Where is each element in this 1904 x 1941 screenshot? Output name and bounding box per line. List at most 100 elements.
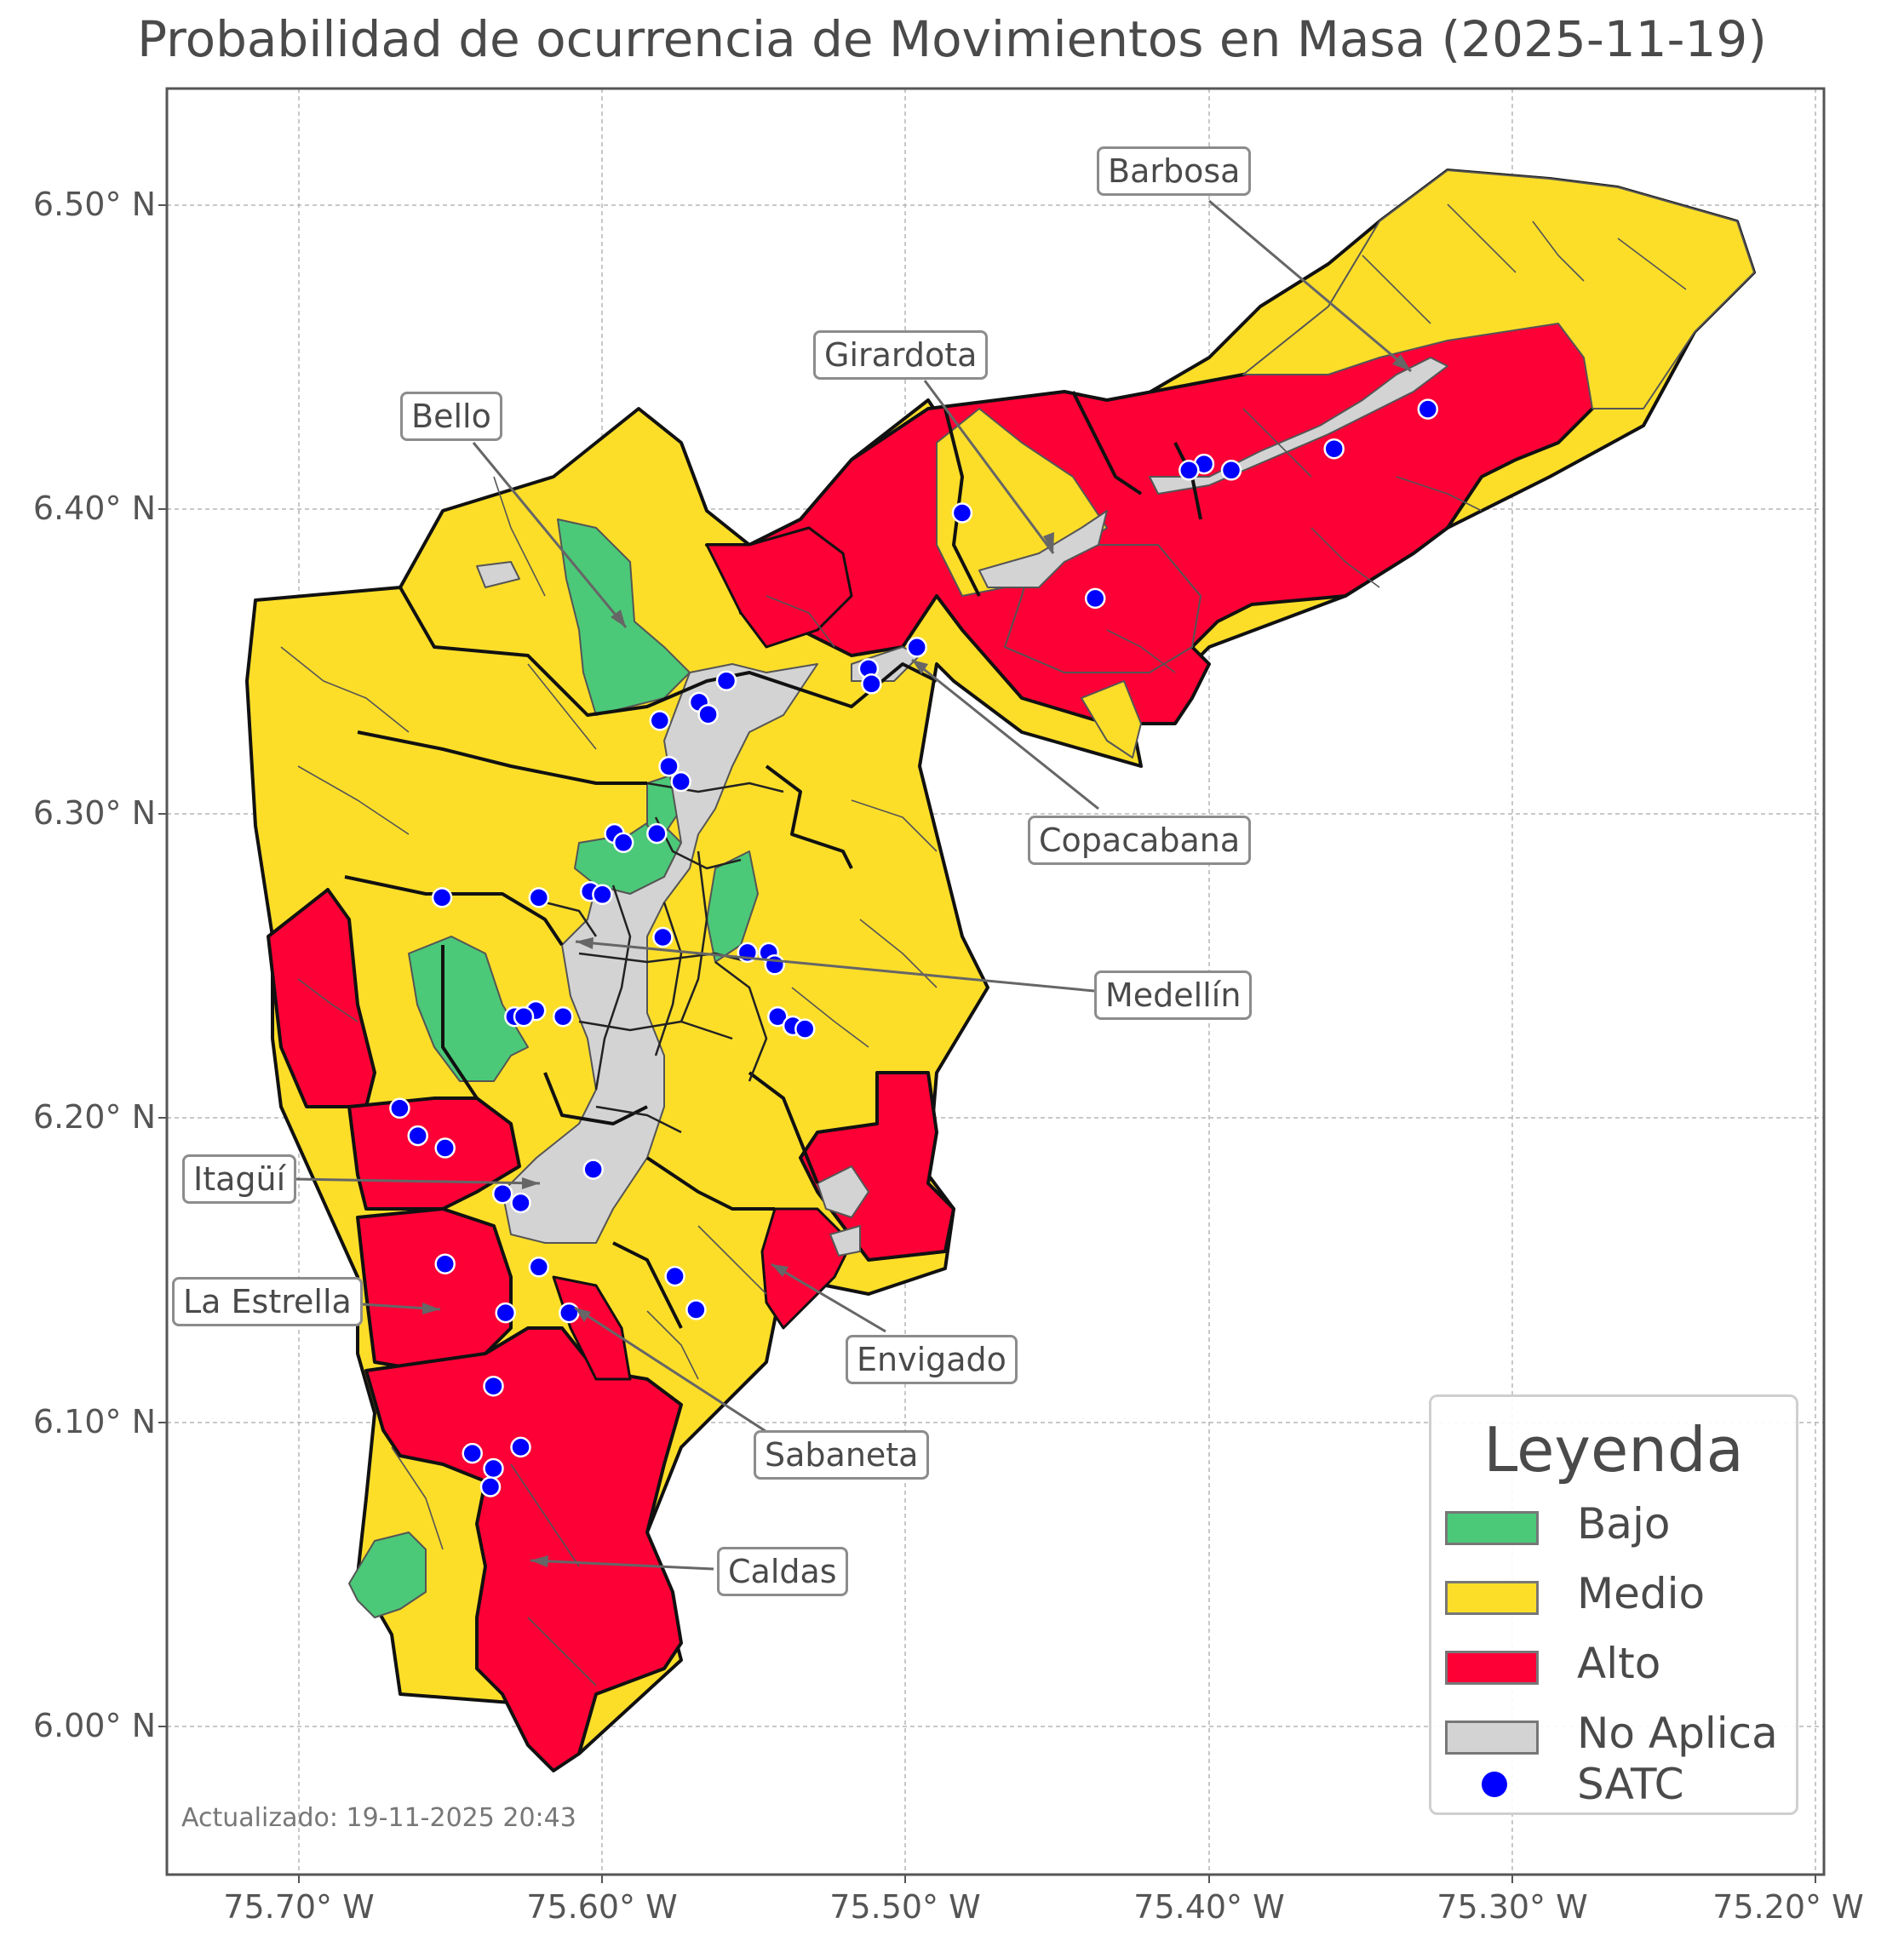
legend-dot-satc: [1482, 1772, 1507, 1797]
region-alto-caldas: [364, 1326, 683, 1772]
y-tick-label: 6.00° N: [32, 1707, 156, 1744]
satc-station-marker: [559, 1302, 580, 1324]
legend-label: Bajo: [1577, 1499, 1671, 1549]
region-no-aplica-envigado: [817, 1165, 869, 1218]
y-tick-label: 6.10° N: [32, 1403, 156, 1440]
callout-sabaneta: Sabaneta: [754, 1430, 930, 1480]
region-alto-sub: [1004, 544, 1201, 673]
risk-map: [245, 169, 1756, 1772]
legend-item-bajo: Bajo: [1445, 1499, 1786, 1550]
legend-swatch-alto: [1445, 1651, 1539, 1685]
satc-station-marker: [715, 670, 737, 691]
satc-station-marker: [389, 1097, 410, 1119]
satc-station-marker: [658, 755, 680, 777]
callout-medellin: Medellín: [1094, 970, 1253, 1020]
satc-station-marker: [1179, 460, 1200, 481]
satc-station-marker: [431, 887, 453, 908]
region-alto-envigado-south: [760, 1207, 853, 1330]
legend-swatch-bajo: [1445, 1511, 1539, 1545]
satc-station-marker: [649, 710, 671, 731]
satc-station-marker: [479, 1476, 502, 1497]
callout-itagui: Itagüí: [182, 1154, 297, 1204]
sub-boundaries: [280, 203, 1687, 1686]
satc-station-marker: [483, 1457, 504, 1480]
satc-stations: [389, 398, 1439, 1497]
satc-station-marker: [951, 502, 973, 524]
satc-station-marker: [670, 770, 691, 793]
satc-station-marker: [434, 1137, 456, 1159]
satc-station-marker: [592, 884, 613, 906]
satc-station-marker: [1417, 398, 1439, 420]
axis-ticks: [158, 204, 1816, 1883]
region-alto-la-estrella-south: [356, 1207, 513, 1372]
legend-item-medio: Medio: [1445, 1569, 1786, 1620]
callout-arrows: [295, 199, 1412, 1571]
region-medio-copacabana-south: [1081, 680, 1142, 759]
region-alto-north-tongue: [705, 526, 853, 649]
region-alto-sabaneta: [552, 1275, 632, 1381]
callout-barbosa: Barbosa: [1097, 146, 1252, 196]
callout-caldas: Caldas: [717, 1547, 848, 1596]
satc-station-marker: [612, 832, 634, 854]
legend-label: Medio: [1577, 1569, 1706, 1618]
x-tick-label: 75.30° W: [1437, 1888, 1588, 1926]
y-tick-label: 6.20° N: [32, 1098, 156, 1136]
legend: Leyenda Bajo Medio Alto No Aplica SATC: [1429, 1394, 1798, 1815]
satc-station-marker: [510, 1436, 531, 1458]
satc-station-marker: [491, 1182, 513, 1205]
satc-station-marker: [646, 822, 668, 845]
legend-item-satc: SATC: [1445, 1760, 1786, 1812]
legend-label: Alto: [1577, 1639, 1661, 1688]
satc-station-marker: [510, 1192, 531, 1214]
updated-timestamp: Actualizado: 19-11-2025 20:43: [181, 1803, 576, 1833]
satc-station-marker: [434, 1253, 456, 1274]
callout-envigado: Envigado: [846, 1335, 1018, 1384]
satc-station-marker: [462, 1442, 483, 1464]
callout-copacabana: Copacabana: [1028, 816, 1252, 865]
map-title: Probabilidad de ocurrencia de Movimiento…: [137, 10, 1767, 68]
callout-la-estrella: La Estrella: [172, 1277, 363, 1326]
region-no-aplica-envigado2: [829, 1225, 861, 1257]
satc-station-marker: [664, 1265, 685, 1287]
y-tick-label: 6.50° N: [32, 186, 156, 223]
legend-label: No Aplica: [1577, 1709, 1778, 1758]
legend-title: Leyenda: [1483, 1414, 1744, 1486]
x-tick-label: 75.20° W: [1712, 1888, 1864, 1926]
y-tick-label: 6.40° N: [32, 490, 156, 527]
satc-station-marker: [528, 887, 550, 908]
callout-bello: Bello: [400, 392, 502, 441]
legend-swatch-medio: [1445, 1581, 1539, 1615]
callout-arrowheads: [422, 354, 1411, 1567]
legend-swatch-no-aplica: [1445, 1721, 1539, 1755]
region-medio-barbosa: [1242, 169, 1755, 409]
region-bajo-medellin-w1: [408, 936, 529, 1082]
satc-station-marker: [764, 954, 786, 976]
satc-station-marker: [861, 673, 882, 695]
satc-station-marker: [685, 1299, 707, 1320]
satc-station-marker: [794, 1018, 816, 1039]
satc-station-marker: [652, 926, 674, 948]
satc-station-marker: [1220, 460, 1242, 481]
satc-station-marker: [483, 1375, 504, 1397]
satc-station-marker: [1084, 587, 1106, 610]
satc-station-marker: [582, 1159, 604, 1180]
x-tick-label: 75.70° W: [223, 1888, 375, 1926]
region-bajo-caldas: [348, 1532, 427, 1618]
satc-station-marker: [495, 1302, 516, 1324]
y-tick-label: 6.30° N: [32, 794, 156, 832]
x-tick-label: 75.60° W: [526, 1888, 678, 1926]
satc-station-marker: [697, 703, 719, 725]
satc-station-marker: [513, 1005, 535, 1028]
x-tick-label: 75.40° W: [1133, 1888, 1285, 1926]
satc-station-marker: [552, 1005, 574, 1028]
satc-station-marker: [528, 1257, 550, 1278]
legend-label: SATC: [1577, 1760, 1684, 1809]
satc-station-marker: [767, 1005, 789, 1028]
x-tick-label: 75.50° W: [829, 1888, 981, 1926]
legend-item-alto: Alto: [1445, 1639, 1786, 1690]
callout-girardota: Girardota: [813, 330, 989, 380]
legend-item-no-aplica: No Aplica: [1445, 1709, 1786, 1760]
satc-station-marker: [407, 1125, 428, 1147]
region-no-aplica-bello-north: [476, 561, 520, 588]
